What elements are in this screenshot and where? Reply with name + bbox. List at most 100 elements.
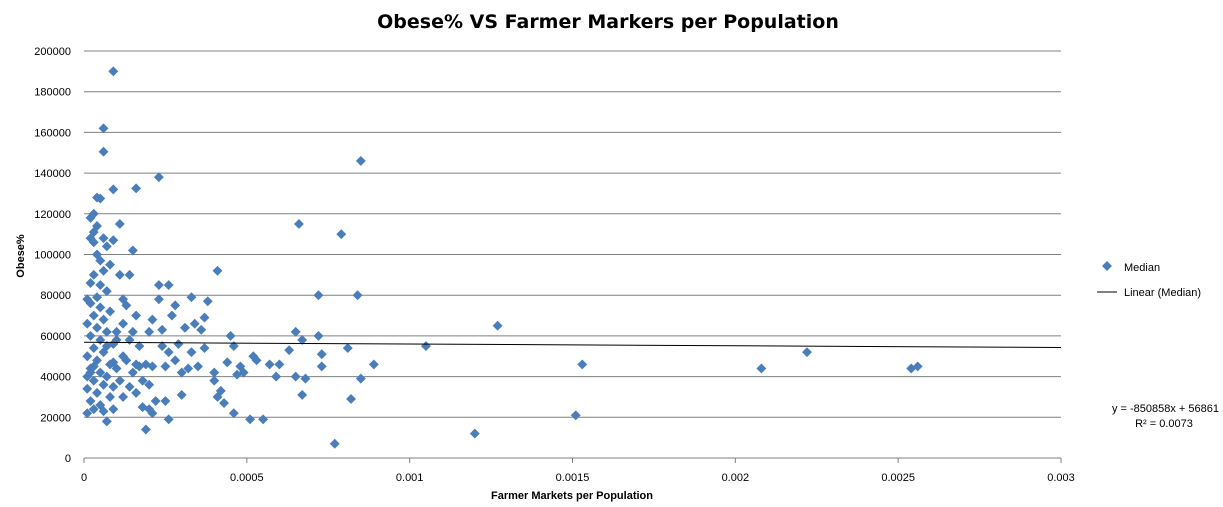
data-point (186, 347, 197, 358)
data-point (85, 212, 96, 223)
data-point (127, 326, 138, 337)
data-point (284, 345, 295, 356)
y-tick-label: 180000 (34, 87, 71, 99)
chart-title: Obese% VS Farmer Markers per Population (377, 11, 839, 33)
data-point (150, 396, 161, 406)
data-point (199, 343, 210, 354)
gridlines (84, 50, 1061, 418)
data-point (140, 424, 151, 435)
data-point (492, 320, 503, 331)
y-tick-label: 0 (65, 453, 71, 465)
data-point (368, 359, 379, 370)
data-point (98, 314, 109, 325)
data-point (114, 375, 125, 386)
data-point (92, 387, 102, 398)
legend: Median Linear (Median) (1097, 261, 1201, 299)
y-tick-label: 60000 (40, 331, 71, 343)
data-point (95, 193, 106, 204)
data-point (124, 381, 135, 392)
data-point (114, 219, 125, 229)
data-point (166, 310, 177, 321)
data-point (469, 428, 480, 439)
data-point (101, 416, 112, 427)
data-point (153, 294, 164, 305)
data-point (147, 361, 158, 372)
x-tick-label: 0 (81, 472, 87, 484)
data-point (225, 330, 236, 341)
data-point (802, 347, 812, 358)
data-point (124, 269, 135, 280)
data-point (209, 367, 220, 378)
data-point (336, 229, 347, 240)
data-point (108, 66, 119, 77)
data-point (756, 363, 767, 374)
y-tick-label: 20000 (40, 412, 71, 424)
data-point (912, 361, 923, 372)
data-point (118, 392, 129, 402)
x-tick-label: 0.001 (396, 472, 424, 484)
data-point (88, 237, 99, 248)
data-point (118, 318, 129, 329)
data-point (228, 341, 239, 352)
y-tick-label: 160000 (34, 127, 71, 139)
data-point (88, 343, 99, 354)
data-point (300, 373, 311, 384)
data-point (144, 326, 155, 337)
trendline-equation: y = -850858x + 56861 (1112, 403, 1219, 415)
x-axis-ticks: 0 0.0005 0.001 0.0015 0.002 0.0025 0.003 (81, 458, 1075, 484)
x-axis-title: Farmer Markets per Population (491, 490, 653, 502)
data-point (131, 387, 142, 398)
data-point (105, 306, 116, 317)
data-point (88, 310, 99, 321)
data-point (163, 414, 174, 425)
data-point (98, 123, 109, 134)
data-point (316, 349, 327, 360)
data-point (176, 367, 187, 378)
data-point (170, 300, 181, 311)
data-point (176, 389, 187, 400)
data-point (290, 326, 301, 337)
data-point (131, 183, 142, 194)
legend-label-trendline: Linear (Median) (1124, 287, 1201, 299)
data-point (157, 341, 168, 352)
data-point (196, 324, 207, 335)
data-point (160, 361, 171, 372)
data-point (186, 292, 197, 303)
data-point (215, 385, 226, 396)
data-point (251, 355, 262, 366)
data-point (82, 383, 93, 394)
data-point (82, 318, 93, 329)
data-point (153, 172, 164, 183)
data-point (245, 414, 256, 425)
data-point (147, 314, 158, 325)
data-point (290, 371, 301, 382)
data-point (153, 280, 164, 290)
data-point (108, 404, 119, 415)
data-point (105, 259, 116, 270)
y-tick-label: 100000 (34, 250, 71, 262)
data-point (293, 219, 304, 229)
data-point (127, 245, 138, 256)
x-tick-label: 0.0025 (881, 472, 915, 484)
data-point (101, 326, 112, 337)
legend-label-median: Median (1124, 262, 1160, 274)
data-point (92, 322, 102, 333)
data-point (355, 373, 366, 384)
data-point (297, 389, 308, 400)
data-point (108, 381, 119, 392)
data-point (114, 269, 125, 280)
data-point (355, 155, 366, 166)
y-tick-label: 140000 (34, 168, 71, 180)
y-tick-label: 120000 (34, 209, 71, 221)
data-point (352, 290, 363, 301)
data-point (193, 361, 203, 372)
data-point (134, 341, 145, 352)
y-tick-label: 40000 (40, 372, 71, 384)
data-point (108, 184, 119, 195)
data-point (180, 322, 190, 333)
data-point (147, 408, 158, 419)
data-point (95, 280, 106, 290)
data-point (219, 398, 229, 409)
data-point (173, 339, 184, 349)
data-point (98, 146, 109, 157)
